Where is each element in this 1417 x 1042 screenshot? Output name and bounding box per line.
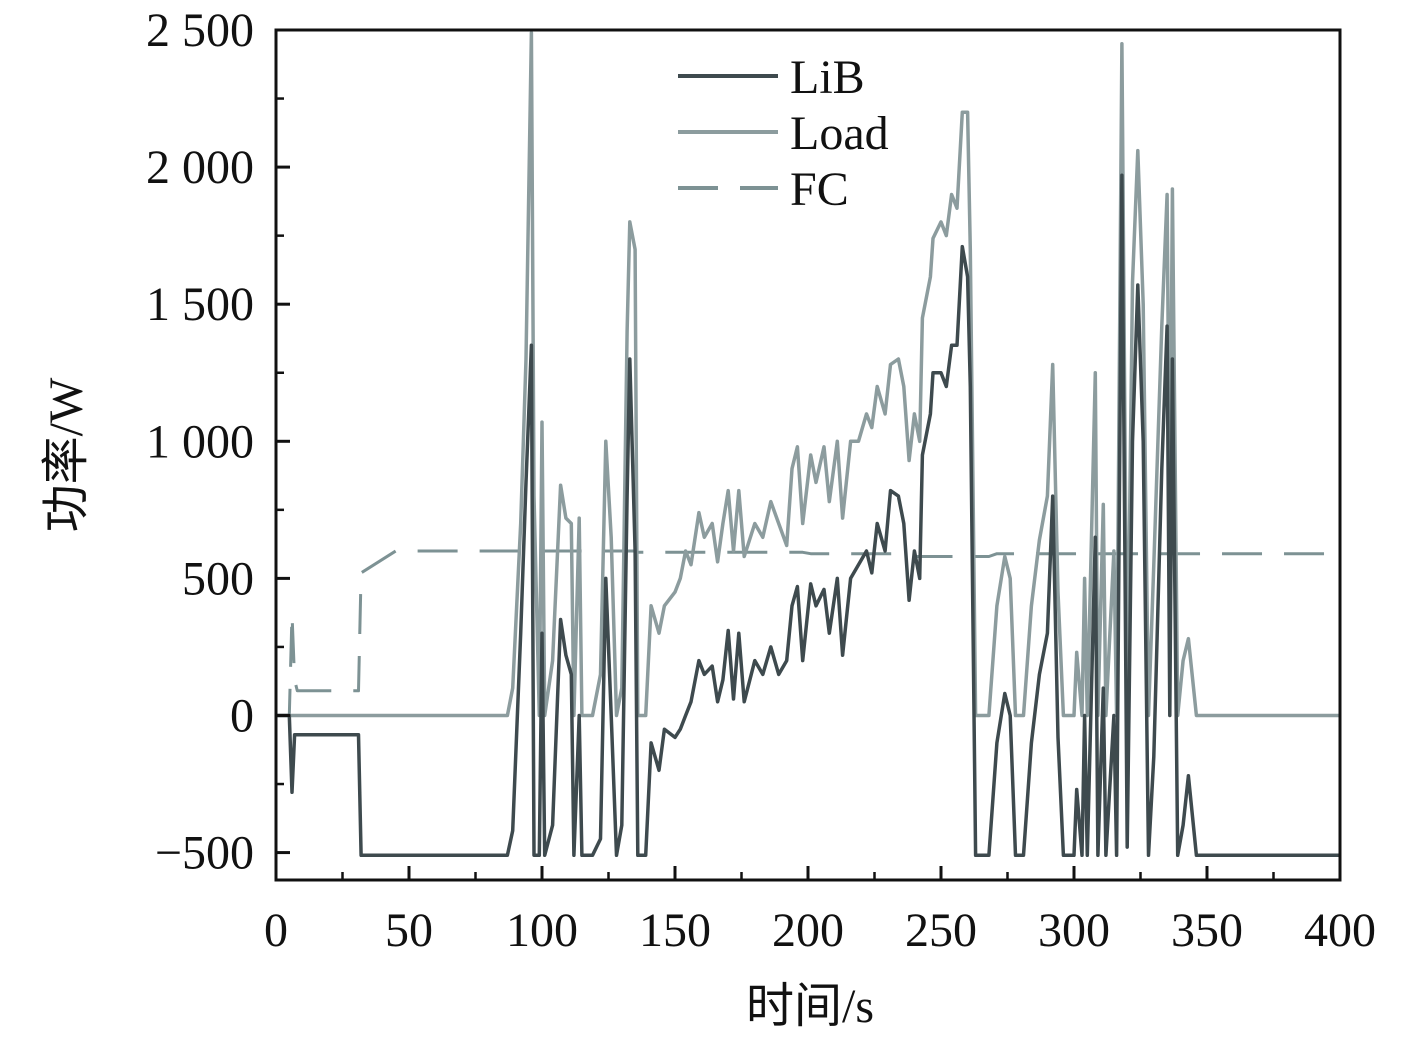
y-tick-label: 2 500 bbox=[146, 4, 254, 57]
x-tick-label: 400 bbox=[1304, 904, 1376, 957]
legend-label: Load bbox=[790, 107, 889, 160]
x-tick-label: 0 bbox=[264, 904, 288, 957]
x-tick-label: 350 bbox=[1171, 904, 1243, 957]
y-tick-label: 0 bbox=[230, 689, 254, 742]
x-tick-label: 250 bbox=[905, 904, 977, 957]
y-tick-label: −500 bbox=[155, 827, 254, 880]
x-tick-label: 100 bbox=[506, 904, 578, 957]
series-line bbox=[276, 173, 1340, 858]
y-axis-label: 功率/W bbox=[40, 377, 93, 532]
x-tick-label: 200 bbox=[772, 904, 844, 957]
x-tick-label: 50 bbox=[385, 904, 433, 957]
y-tick-label: 1 500 bbox=[146, 278, 254, 331]
y-tick-label: 2 000 bbox=[146, 141, 254, 194]
x-tick-label: 150 bbox=[639, 904, 711, 957]
y-tick-label: 500 bbox=[182, 552, 254, 605]
y-tick-label: 1 000 bbox=[146, 415, 254, 468]
x-axis-label: 时间/s bbox=[746, 980, 874, 1033]
x-tick-label: 300 bbox=[1038, 904, 1110, 957]
series-line bbox=[276, 549, 1340, 717]
legend-label: LiB bbox=[790, 51, 865, 104]
legend-label: FC bbox=[790, 163, 849, 216]
